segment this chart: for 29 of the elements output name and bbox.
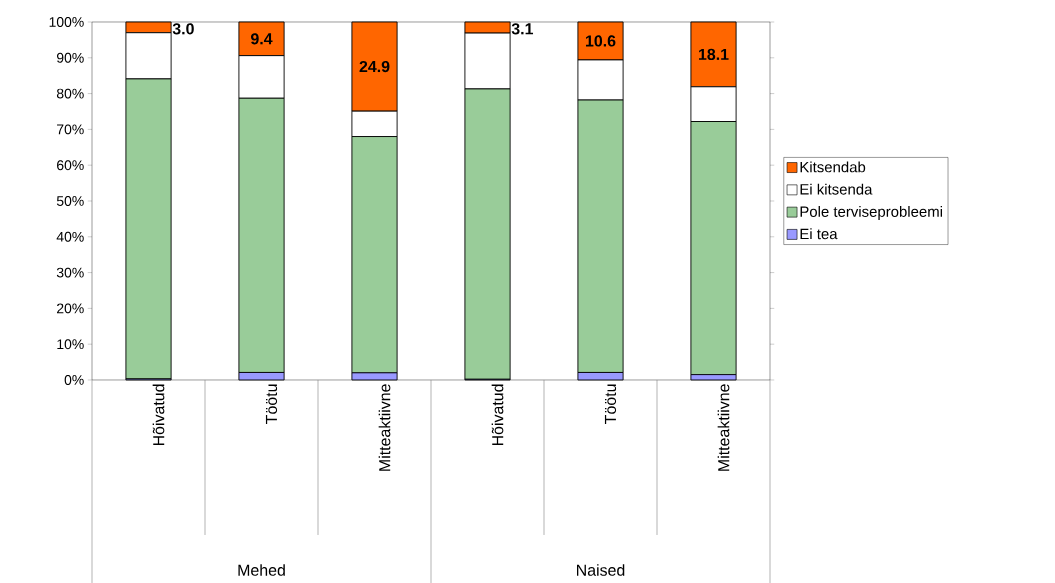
text: Naised [577, 563, 625, 576]
y-tick-label: 90% [56, 52, 84, 63]
legend-label: Pole terviseprobleemi [800, 205, 942, 220]
data-label: 3.0 [172, 23, 194, 35]
data-label: 9.4 [250, 33, 273, 45]
legend-label: Ei tea [800, 228, 838, 240]
x-tick-label: Töötu [265, 384, 278, 424]
data-label: 24.9 [359, 60, 390, 73]
x-tick-label: Mitteaktiivne [378, 384, 391, 471]
data-label: 18.1 [699, 48, 729, 60]
legend-label: Kitsendab [800, 161, 866, 173]
y-tick-label: 10% [57, 339, 84, 349]
y-tick-label: 40% [56, 231, 84, 242]
y-tick-label: 60% [57, 160, 84, 170]
x-tick-label: Hõivatud [152, 384, 165, 445]
y-tick-label: 70% [57, 124, 84, 135]
x-tick-label: Hõivatud [491, 384, 504, 445]
y-tick-label: 0% [64, 374, 84, 385]
y-tick-label: 80% [56, 88, 84, 99]
y-tick-label: 50% [56, 195, 84, 206]
text: Mehed [238, 563, 285, 576]
y-tick-label: 100% [49, 16, 84, 27]
y-tick-label: 30% [56, 267, 84, 278]
data-label: 3.1 [511, 23, 534, 35]
x-tick-label: Mitteaktiivne [717, 384, 730, 471]
x-tick-label: Töötu [604, 384, 617, 424]
legend-label: Ei kitsenda [800, 183, 873, 195]
data-label: 10.6 [586, 35, 616, 47]
y-tick-label: 20% [57, 303, 84, 314]
